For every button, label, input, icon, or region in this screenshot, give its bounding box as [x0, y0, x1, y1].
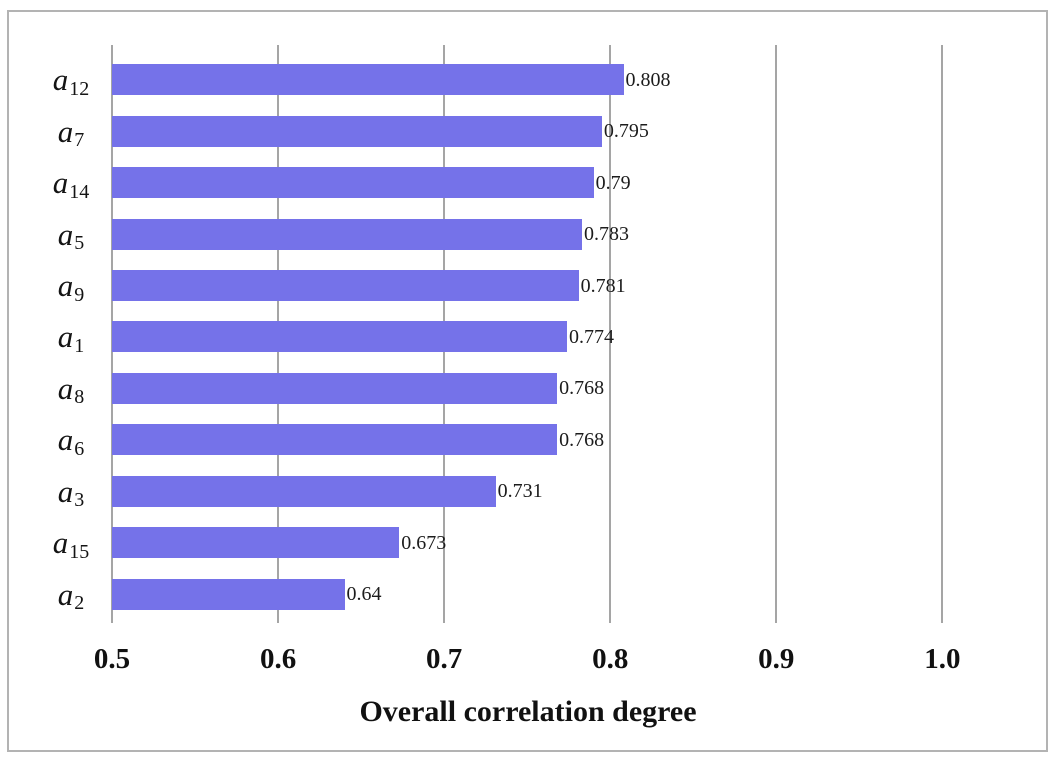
bar [112, 218, 582, 250]
bar-value-label: 0.768 [559, 428, 605, 451]
bar-value-label: 0.64 [346, 583, 382, 606]
bar-value-label: 0.673 [401, 531, 447, 554]
x-axis-title: Overall correlation degree [359, 695, 697, 728]
bar-zone: 0.64 [112, 569, 1042, 620]
bar [112, 578, 345, 610]
x-tick-label: 0.6 [259, 643, 297, 675]
x-tick-label: 0.8 [592, 643, 629, 675]
category-base: a [57, 576, 74, 612]
category-label: a 12 [20, 62, 112, 99]
bar-value-label: 0.781 [580, 274, 626, 297]
x-axis-ticks: 0.5 0.6 0.7 0.8 0.9 1.0 [94, 643, 1042, 680]
gridline [609, 45, 612, 623]
gridline [941, 45, 944, 623]
category-base: a [57, 473, 74, 509]
bar-zone: 0.781 [112, 260, 1042, 311]
x-tick-label: 1.0 [924, 643, 961, 675]
bar-zone: 0.774 [112, 311, 1042, 362]
bar-value-label: 0.774 [569, 325, 615, 348]
bar-zone: 0.783 [112, 208, 1042, 259]
category-subscript: 7 [74, 129, 85, 152]
category-subscript: 6 [74, 437, 85, 460]
bar [112, 424, 558, 456]
category-subscript: 14 [69, 180, 90, 203]
category-base: a [57, 370, 74, 406]
bar-zone: 0.768 [112, 414, 1042, 465]
bar [112, 372, 558, 404]
bar [112, 270, 579, 302]
category-label: a 14 [20, 165, 112, 202]
category-subscript: 1 [74, 334, 85, 357]
bar [112, 475, 496, 507]
gridline [775, 45, 778, 623]
category-subscript: 12 [69, 77, 90, 100]
category-subscript: 9 [74, 283, 85, 306]
category-base: a [52, 165, 69, 201]
bar-zone: 0.731 [112, 466, 1042, 517]
bar-value-label: 0.768 [559, 377, 605, 400]
category-subscript: 3 [74, 489, 85, 512]
category-base: a [52, 525, 69, 561]
bar-value-label: 0.783 [583, 223, 629, 246]
bar-value-label: 0.795 [603, 120, 649, 143]
bar-zone: 0.673 [112, 517, 1042, 568]
bar-zone: 0.795 [112, 105, 1042, 156]
bar [112, 321, 568, 353]
bar-zone: 0.808 [112, 54, 1042, 105]
category-subscript: 15 [69, 540, 90, 563]
x-tick-label: 0.9 [758, 643, 795, 675]
category-subscript: 2 [74, 592, 85, 615]
bar [112, 167, 594, 199]
bar-row: a 12 0.808 [20, 54, 1042, 105]
bar-value-label: 0.731 [497, 480, 543, 503]
category-base: a [57, 216, 74, 252]
bar-zone: 0.768 [112, 363, 1042, 414]
category-subscript: 5 [74, 232, 85, 255]
x-tick-label: 0.5 [93, 643, 131, 675]
category-subscript: 8 [74, 386, 85, 409]
bar-value-label: 0.808 [625, 68, 671, 91]
bar [112, 115, 602, 147]
category-base: a [52, 62, 69, 98]
category-base: a [57, 268, 74, 304]
x-tick-label: 0.7 [426, 643, 463, 675]
category-base: a [57, 319, 74, 355]
category-label: a 15 [20, 525, 112, 562]
bar-row: a 14 0.79 [20, 157, 1042, 208]
bar [112, 527, 400, 559]
category-base: a [57, 113, 74, 149]
bar-value-label: 0.79 [595, 171, 631, 194]
category-base: a [57, 422, 74, 458]
bar-zone: 0.79 [112, 157, 1042, 208]
bar [112, 64, 624, 96]
bar-row: a 15 0.673 [20, 517, 1042, 568]
